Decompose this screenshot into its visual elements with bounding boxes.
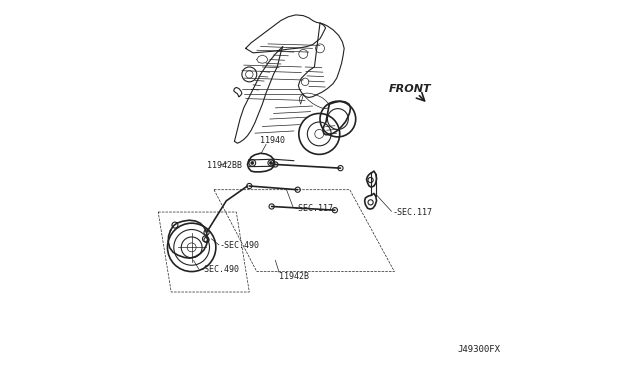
Text: J49300FX: J49300FX [458, 345, 500, 354]
Text: -SEC.117: -SEC.117 [294, 204, 334, 213]
Text: -SEC.490: -SEC.490 [199, 265, 239, 274]
Circle shape [269, 161, 273, 164]
Text: -SEC.490: -SEC.490 [220, 241, 260, 250]
Text: 11942B: 11942B [279, 272, 309, 280]
Text: FRONT: FRONT [389, 84, 431, 94]
Text: 11940: 11940 [260, 136, 285, 145]
Text: -SEC.117: -SEC.117 [392, 208, 433, 217]
Text: 11942BB: 11942BB [207, 161, 241, 170]
Circle shape [251, 161, 254, 164]
